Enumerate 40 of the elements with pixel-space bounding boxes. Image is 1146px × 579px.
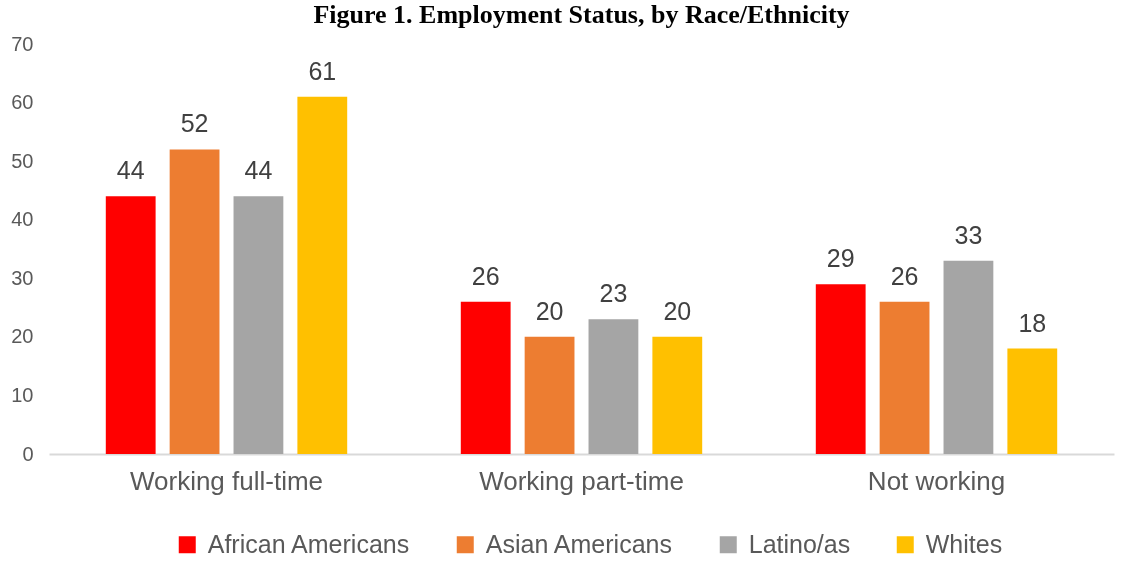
data-label: 33 [954,220,983,249]
bar [297,96,348,454]
y-tick-label: 30 [11,266,34,289]
data-label: 26 [471,261,500,290]
bar [652,336,703,454]
bar [1007,348,1058,454]
x-tick-label: Working part-time [479,465,684,496]
legend-label: African Americans [207,529,410,558]
data-label: 29 [826,244,855,273]
bar [588,319,639,454]
bar [943,260,994,454]
chart-title: Figure 1. Employment Status, by Race/Ethnicity [313,0,850,29]
x-tick-label: Not working [867,465,1006,496]
data-label: 18 [1018,308,1047,337]
bar [233,196,284,454]
bar [460,301,511,454]
y-tick-label: 70 [11,32,34,55]
data-label: 20 [663,296,692,325]
data-label: 61 [308,56,337,85]
bar [169,149,220,454]
bar [105,196,156,454]
data-label: 23 [599,279,628,308]
data-label: 52 [180,109,209,138]
legend-label: Asian Americans [485,529,672,558]
bar [879,301,930,454]
data-label: 44 [244,156,273,185]
y-tick-label: 60 [11,91,34,114]
legend-label: Latino/as [748,529,851,558]
bar [524,336,575,454]
y-tick-label: 10 [11,383,34,406]
data-label: 44 [116,156,145,185]
bar [815,284,866,454]
data-label: 20 [535,296,564,325]
y-tick-label: 40 [11,208,34,231]
y-tick-label: 50 [11,149,34,172]
y-tick-label: 20 [11,325,34,348]
y-tick-label: 0 [22,442,34,465]
legend-label: Whites [925,529,1003,558]
x-tick-label: Working full-time [129,465,324,496]
data-label: 26 [890,261,919,290]
